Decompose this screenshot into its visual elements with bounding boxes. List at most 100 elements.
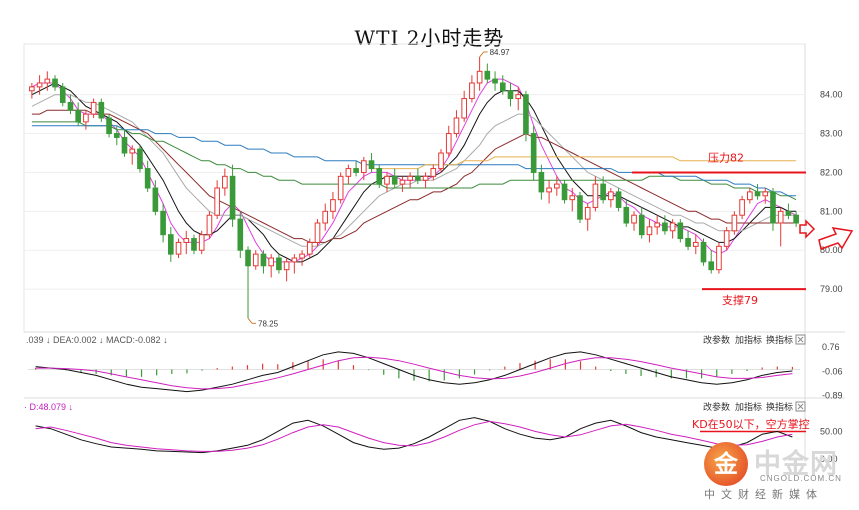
price-tick: 84.00	[820, 90, 843, 100]
candle-body	[515, 94, 522, 100]
watermark-logo: 金 中金网 CNGOLD.COM.CN 中文财经新媒体	[700, 440, 855, 501]
candle	[754, 184, 761, 200]
candle	[445, 125, 452, 157]
macd-tool-switch[interactable]: 换指标	[766, 334, 793, 346]
candle	[700, 238, 707, 266]
candle-body	[723, 230, 730, 247]
kd-close-icon[interactable]	[795, 401, 806, 412]
candle-body	[623, 206, 630, 224]
candle-body	[237, 218, 244, 251]
candle	[422, 172, 429, 188]
candle-body	[330, 199, 336, 212]
candle-body	[276, 257, 282, 271]
price-axis: 84.00 83.00 82.00 81.00 80.00 79.00	[820, 90, 843, 294]
candle	[461, 90, 467, 122]
candle	[75, 102, 81, 126]
candle-body	[183, 238, 190, 243]
price-tick: 82.00	[820, 167, 843, 177]
candle-body	[376, 168, 383, 185]
candle	[129, 145, 136, 165]
candle	[391, 168, 398, 188]
candle-body	[561, 183, 568, 201]
candle-body	[608, 191, 614, 201]
candle	[229, 164, 236, 227]
candle-body	[306, 241, 313, 255]
candle	[36, 75, 43, 95]
candle	[299, 250, 305, 266]
candle-body	[121, 136, 128, 154]
candle	[507, 83, 514, 107]
candle	[608, 188, 614, 208]
candle	[113, 125, 120, 146]
candle	[469, 75, 475, 103]
moving-average-line	[31, 94, 797, 247]
macd-close-icon[interactable]	[795, 334, 806, 345]
candle	[283, 258, 290, 282]
candle	[492, 71, 498, 91]
logo-glyph: 金	[714, 450, 738, 478]
candle-body	[113, 133, 120, 138]
macd-tool-params[interactable]: 改参数	[703, 334, 730, 346]
candle	[237, 211, 244, 258]
candle	[739, 195, 745, 220]
candle	[191, 234, 197, 255]
candle	[723, 226, 730, 251]
kd-tool-params[interactable]: 改参数	[703, 401, 730, 413]
candle-body	[453, 117, 460, 135]
candle	[631, 211, 637, 231]
moving-average-line	[31, 109, 797, 243]
price-tick: 80.00	[820, 245, 843, 255]
candle-body	[615, 191, 622, 208]
candle-body	[438, 152, 444, 170]
candle-body	[391, 175, 398, 185]
candle	[121, 129, 128, 157]
candle	[569, 188, 576, 212]
candle	[638, 207, 645, 239]
candle-body	[530, 133, 537, 173]
brand-tagline: 中文财经新媒体	[704, 488, 823, 501]
candle-body	[731, 214, 738, 232]
candle	[762, 188, 769, 204]
candle	[592, 176, 599, 212]
candle	[106, 114, 112, 138]
candle	[59, 83, 66, 107]
low-marker: 78.25	[247, 318, 279, 328]
candle-body	[283, 261, 290, 271]
candle-body	[638, 214, 645, 236]
candle	[90, 98, 97, 118]
high-value-label: 84.97	[490, 48, 511, 57]
kd-note: KD在50以下，空方掌控	[692, 417, 810, 431]
candle	[584, 203, 591, 231]
resistance-label: 压力82	[708, 151, 744, 164]
candle	[515, 86, 522, 111]
candle-body	[98, 101, 105, 119]
candle-body	[137, 148, 143, 170]
kd-tool-switch[interactable]: 换指标	[766, 401, 793, 413]
candle	[646, 219, 653, 243]
candlesticks	[29, 56, 799, 319]
macd-tool-add[interactable]: 加指标	[735, 334, 762, 346]
macd-dea-line	[35, 356, 793, 390]
candle-body	[67, 101, 74, 111]
candle	[168, 226, 174, 262]
candle-body	[291, 257, 298, 263]
candle	[685, 230, 691, 251]
candle-body	[44, 78, 51, 84]
candle-body	[631, 214, 637, 224]
candle	[523, 90, 529, 142]
candle	[314, 219, 321, 247]
grid-lines	[24, 94, 805, 290]
candle	[554, 176, 560, 196]
candle	[183, 230, 190, 255]
candle	[747, 188, 753, 204]
candle	[615, 188, 622, 212]
kd-tool-add[interactable]: 加指标	[735, 401, 762, 413]
candle	[198, 230, 205, 255]
candle-body	[430, 168, 437, 177]
macd-tick: -0.06	[822, 366, 843, 376]
brand-domain: CNGOLD.COM.CN	[760, 474, 842, 483]
candle-body	[793, 214, 799, 224]
candle-body	[747, 191, 753, 201]
candle	[623, 199, 630, 227]
candle	[29, 83, 35, 99]
